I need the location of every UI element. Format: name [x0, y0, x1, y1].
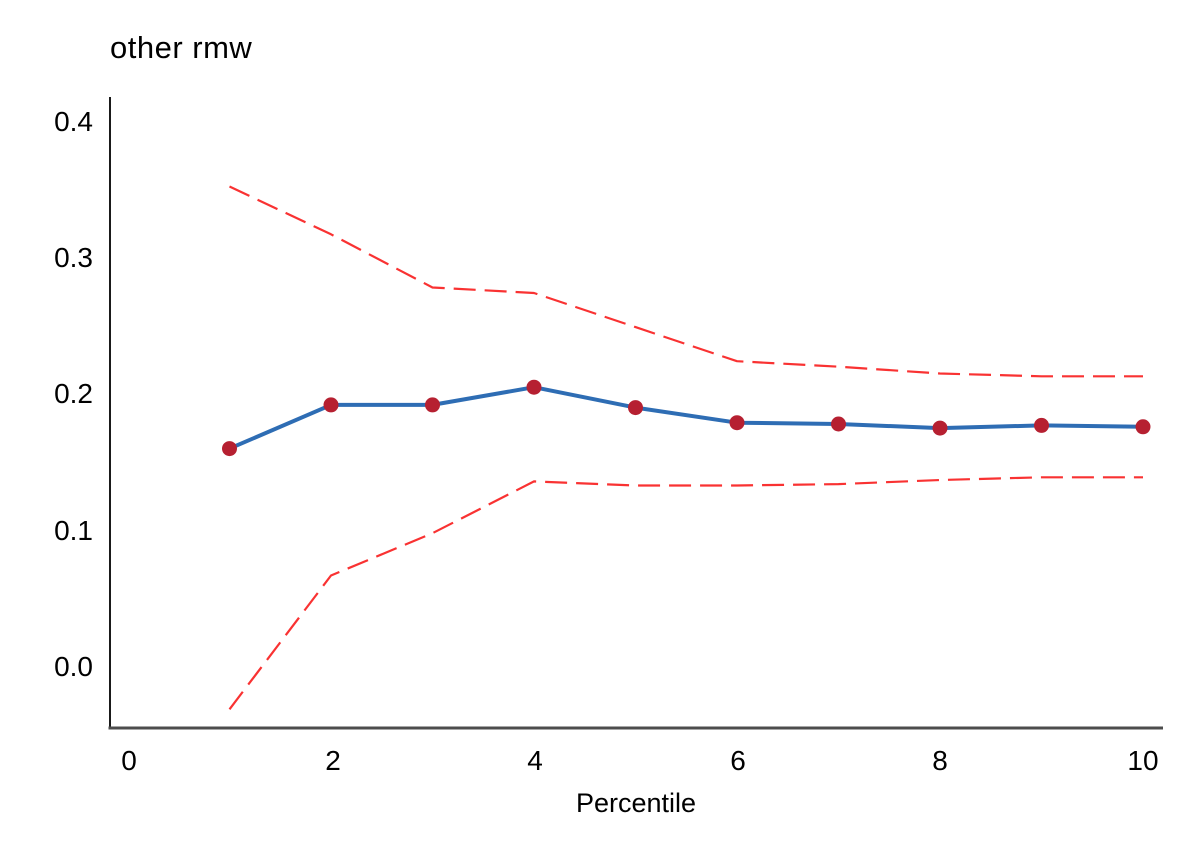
- point-estimate-marker: [1034, 417, 1049, 433]
- x-tick-label: 2: [325, 745, 341, 776]
- x-tick-label: 0: [121, 745, 137, 776]
- y-tick-label: 0.0: [54, 651, 93, 682]
- point-estimate-marker: [628, 400, 643, 416]
- point-estimate-marker: [831, 416, 846, 432]
- upper-confidence-bound-line: [229, 185, 1143, 378]
- point-estimate-marker: [932, 420, 948, 436]
- x-axis-title: Percentile: [575, 788, 697, 818]
- chart-title: other rmw: [110, 30, 253, 65]
- y-tick-label: 0.2: [54, 378, 93, 409]
- lower-confidence-bound-line: [228, 476, 1143, 710]
- point-estimate-line: [228, 385, 1144, 451]
- x-tick-label: 8: [932, 745, 948, 776]
- point-estimate-marker: [1135, 419, 1151, 435]
- x-tick-label: 4: [527, 745, 543, 776]
- point-estimate-marker: [526, 379, 542, 395]
- y-tick-label: 0.4: [54, 106, 93, 137]
- point-estimate-marker: [729, 415, 745, 431]
- point-estimate-marker: [425, 397, 440, 413]
- x-tick-label: 10: [1127, 745, 1159, 776]
- point-estimate-marker: [222, 441, 237, 457]
- x-tick-label: 6: [730, 745, 746, 776]
- point-estimate-marker: [323, 397, 339, 413]
- y-tick-label: 0.3: [54, 242, 93, 273]
- y-tick-label: 0.1: [54, 515, 93, 546]
